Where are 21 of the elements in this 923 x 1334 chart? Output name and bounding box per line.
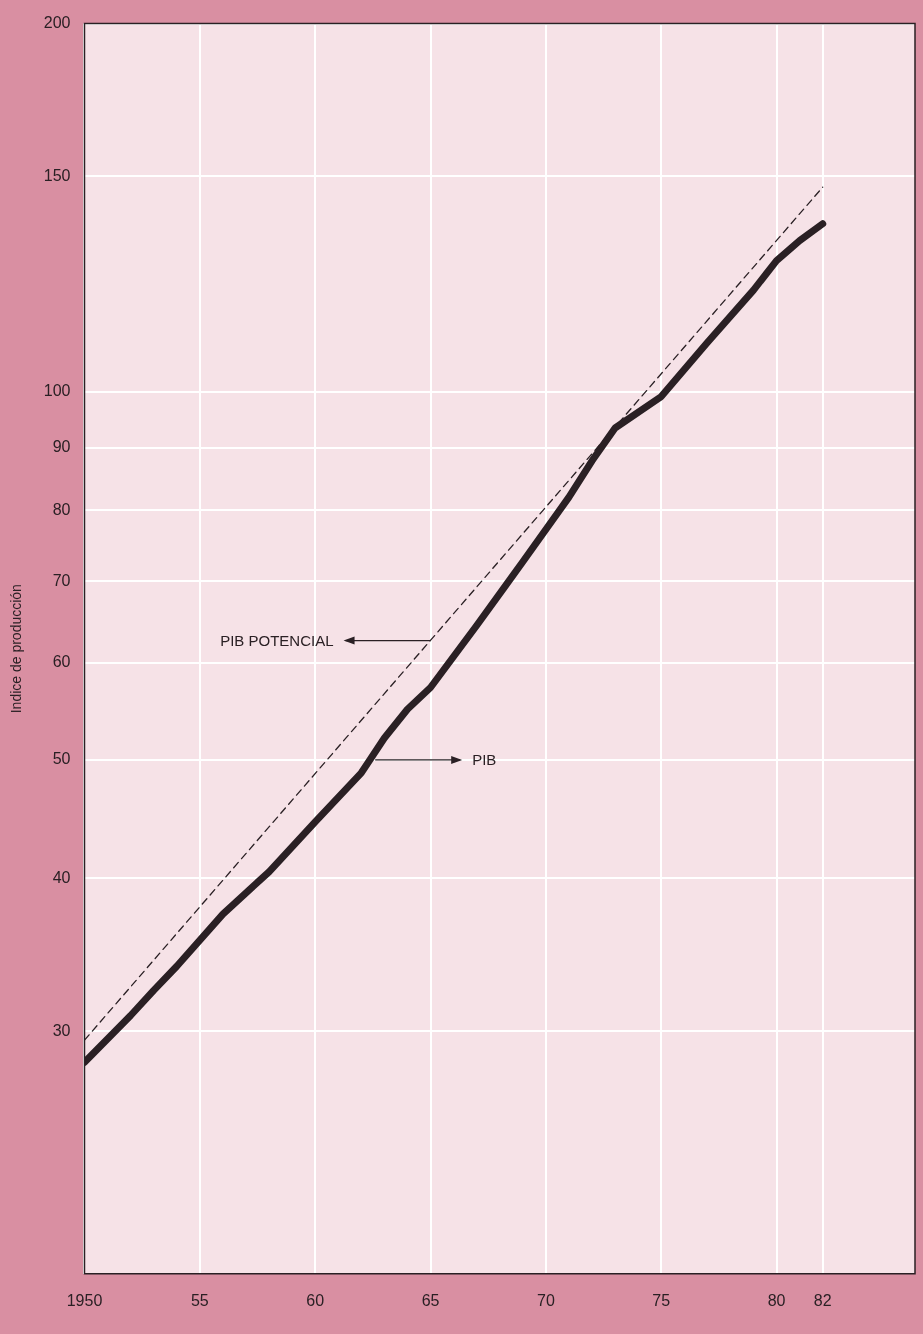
y-tick-label: 90 bbox=[52, 438, 71, 456]
y-tick-label: 50 bbox=[52, 750, 71, 768]
x-tick-label: 80 bbox=[767, 1291, 786, 1309]
annotation: PIB bbox=[472, 751, 497, 769]
y-axis-title: Indice de producción bbox=[8, 584, 25, 714]
y-tick-label: 200 bbox=[43, 14, 71, 32]
x-tick-label: 82 bbox=[813, 1291, 832, 1309]
y-tick-label: 30 bbox=[52, 1021, 71, 1039]
x-tick-label: 55 bbox=[190, 1291, 209, 1309]
y-tick-label: 70 bbox=[52, 571, 71, 589]
y-tick-label: 60 bbox=[52, 653, 71, 671]
y-tick-label: 100 bbox=[43, 382, 71, 400]
x-tick-label: 1950 bbox=[66, 1291, 103, 1309]
annotation: PIB POTENCIAL bbox=[220, 631, 334, 649]
y-tick-label: 150 bbox=[43, 166, 71, 184]
x-tick-label: 75 bbox=[652, 1291, 671, 1309]
x-tick-label: 70 bbox=[536, 1291, 555, 1309]
y-tick-label: 80 bbox=[52, 500, 71, 518]
x-tick-label: 60 bbox=[306, 1291, 325, 1309]
x-tick-label: 65 bbox=[421, 1291, 440, 1309]
y-tick-label: 40 bbox=[52, 868, 71, 886]
